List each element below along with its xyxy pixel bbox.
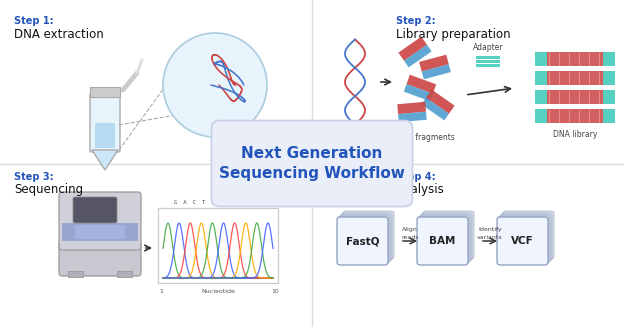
Text: Step 4:: Step 4: bbox=[396, 171, 436, 181]
FancyBboxPatch shape bbox=[212, 121, 412, 206]
Bar bbox=[535, 71, 547, 85]
Text: Next Generation: Next Generation bbox=[241, 146, 383, 161]
Bar bbox=[603, 71, 615, 85]
Text: BAM: BAM bbox=[429, 236, 456, 246]
Bar bbox=[404, 84, 433, 101]
Bar bbox=[397, 102, 426, 114]
FancyBboxPatch shape bbox=[501, 213, 552, 261]
Text: Sequencing Workflow: Sequencing Workflow bbox=[219, 166, 405, 181]
Circle shape bbox=[163, 33, 267, 137]
Text: Align: Align bbox=[402, 227, 418, 232]
Bar bbox=[535, 90, 547, 104]
Bar bbox=[476, 60, 500, 63]
Text: 1: 1 bbox=[159, 289, 163, 294]
Text: Analysis: Analysis bbox=[396, 183, 445, 197]
Bar bbox=[422, 64, 451, 79]
Bar bbox=[535, 109, 547, 123]
Bar bbox=[158, 208, 278, 283]
Bar bbox=[603, 90, 615, 104]
Text: Step 1:: Step 1: bbox=[14, 16, 54, 26]
Text: variants: variants bbox=[477, 235, 503, 240]
Bar bbox=[90, 87, 120, 97]
Bar bbox=[421, 98, 449, 120]
Bar bbox=[426, 90, 455, 114]
FancyBboxPatch shape bbox=[497, 217, 548, 265]
Bar bbox=[68, 271, 83, 277]
Text: Step 2:: Step 2: bbox=[396, 16, 436, 26]
FancyBboxPatch shape bbox=[339, 215, 390, 263]
Bar bbox=[603, 109, 615, 123]
Text: Nucleotide: Nucleotide bbox=[201, 289, 235, 294]
Bar bbox=[62, 223, 138, 241]
Text: Step 3:: Step 3: bbox=[14, 171, 54, 181]
FancyBboxPatch shape bbox=[417, 217, 468, 265]
FancyBboxPatch shape bbox=[59, 242, 141, 276]
Text: Sequencing: Sequencing bbox=[14, 183, 83, 197]
Bar bbox=[535, 52, 547, 66]
FancyBboxPatch shape bbox=[503, 211, 554, 259]
FancyBboxPatch shape bbox=[73, 197, 117, 223]
Bar bbox=[407, 75, 436, 94]
Bar bbox=[419, 55, 449, 72]
FancyBboxPatch shape bbox=[499, 215, 550, 263]
Bar bbox=[398, 112, 427, 122]
Bar bbox=[547, 90, 603, 104]
Text: reads: reads bbox=[401, 235, 419, 240]
Text: Identify: Identify bbox=[478, 227, 502, 232]
FancyBboxPatch shape bbox=[343, 211, 394, 259]
Bar bbox=[547, 52, 603, 66]
Bar bbox=[476, 64, 500, 67]
Text: VCF: VCF bbox=[511, 236, 534, 246]
Polygon shape bbox=[92, 150, 118, 170]
Text: DNA fragments: DNA fragments bbox=[396, 133, 454, 142]
FancyBboxPatch shape bbox=[421, 213, 472, 261]
Text: FastQ: FastQ bbox=[346, 236, 379, 246]
Text: DNA library: DNA library bbox=[553, 130, 597, 139]
Text: 10: 10 bbox=[271, 289, 279, 294]
FancyBboxPatch shape bbox=[341, 213, 392, 261]
Bar bbox=[404, 45, 432, 67]
Bar bbox=[398, 37, 427, 61]
Bar bbox=[117, 271, 132, 277]
FancyBboxPatch shape bbox=[90, 93, 120, 152]
Text: Adapter: Adapter bbox=[473, 43, 504, 52]
Bar bbox=[547, 109, 603, 123]
Text: G  A  C  T  A  G  T  C  T  G: G A C T A G T C T G bbox=[174, 200, 261, 205]
Bar bbox=[95, 123, 115, 148]
Bar bbox=[75, 225, 125, 239]
FancyBboxPatch shape bbox=[423, 211, 474, 259]
Bar bbox=[476, 56, 500, 59]
FancyBboxPatch shape bbox=[337, 217, 388, 265]
Bar bbox=[547, 71, 603, 85]
Text: DNA extraction: DNA extraction bbox=[14, 28, 104, 41]
FancyBboxPatch shape bbox=[59, 192, 141, 250]
FancyBboxPatch shape bbox=[419, 215, 470, 263]
Bar bbox=[603, 52, 615, 66]
Text: Library preparation: Library preparation bbox=[396, 28, 510, 41]
